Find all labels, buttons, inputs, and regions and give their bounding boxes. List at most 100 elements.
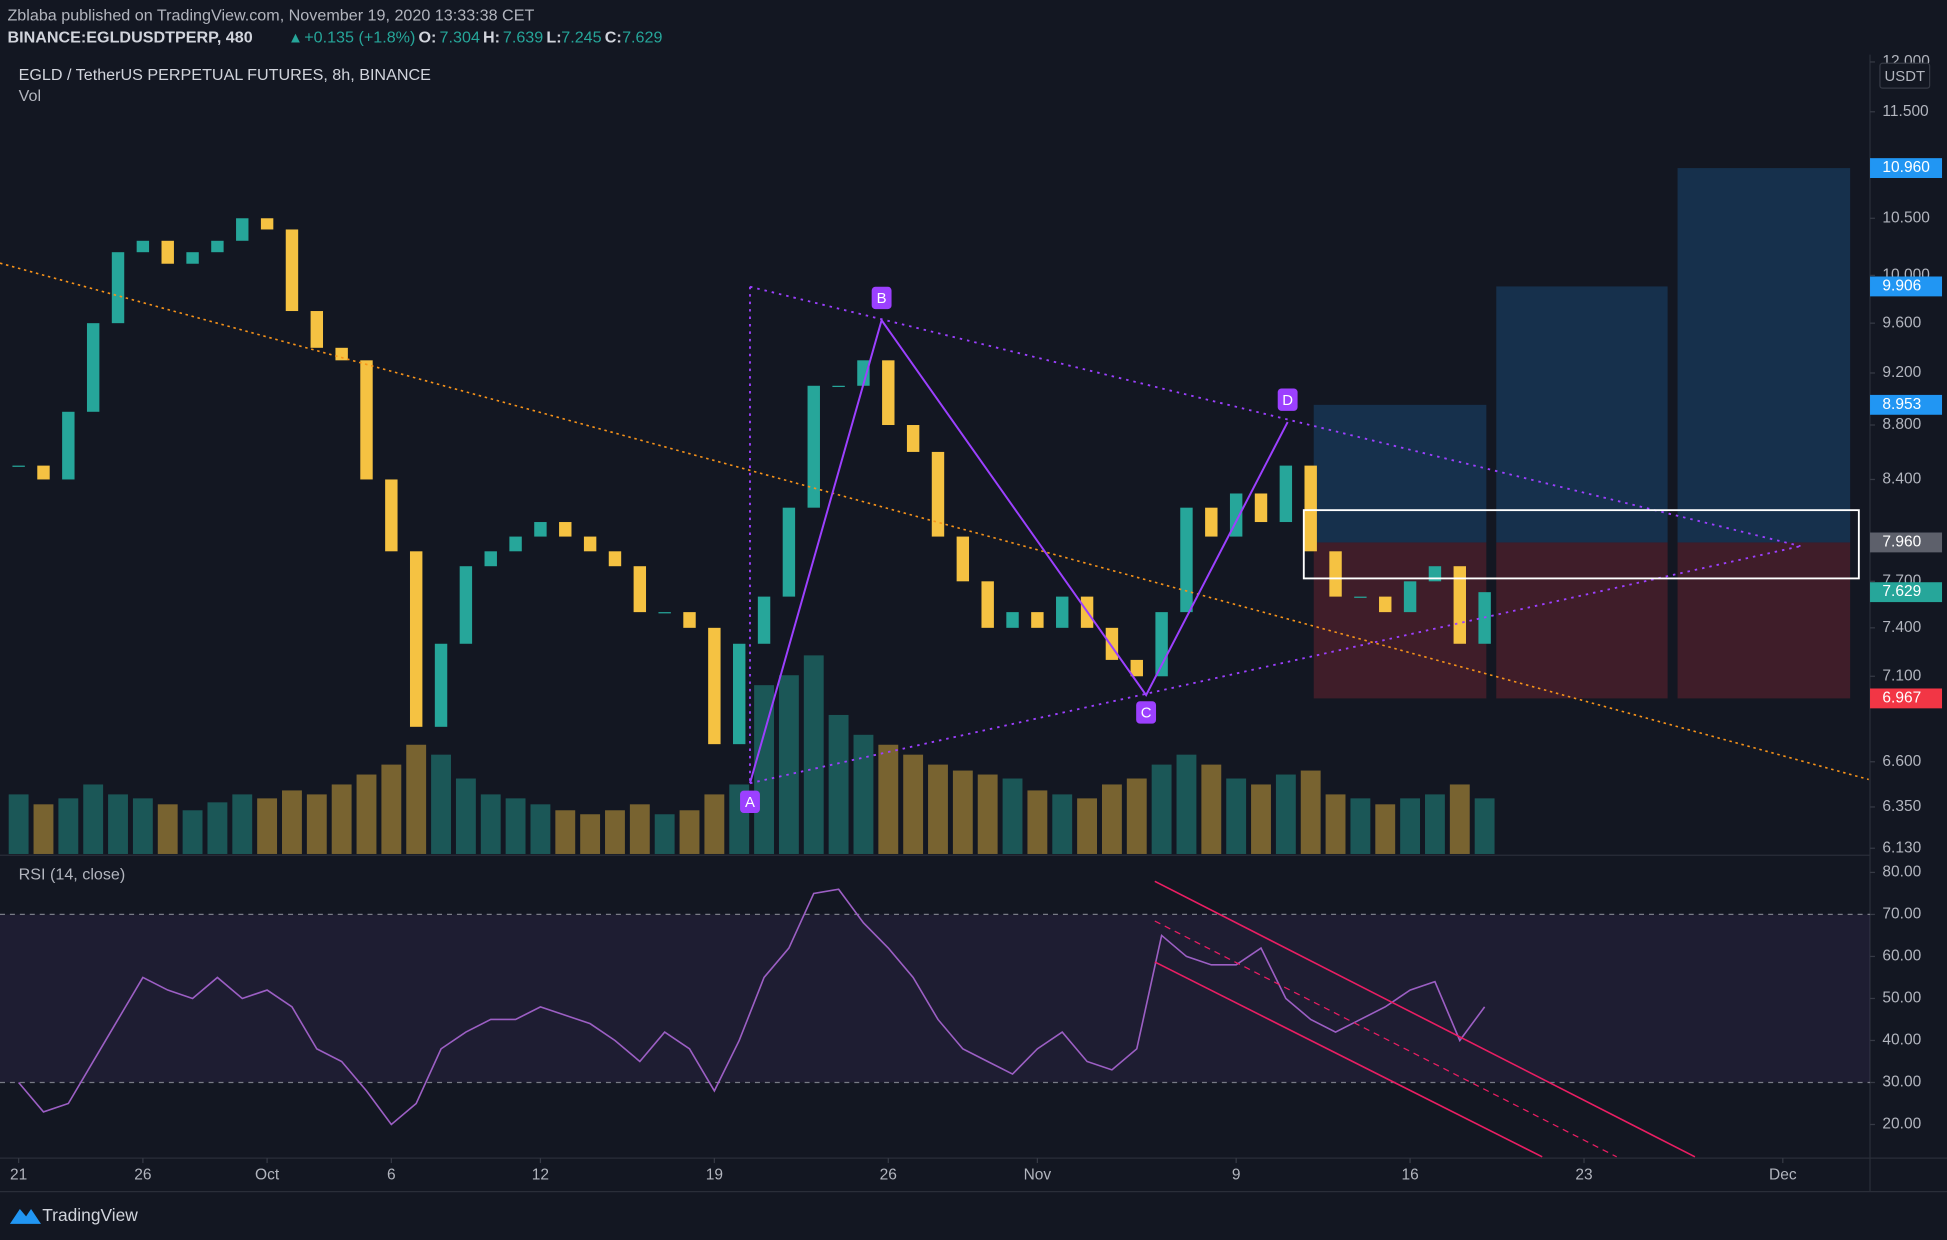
volume-bar — [431, 754, 451, 854]
volume-bar — [853, 734, 874, 854]
candle — [161, 240, 174, 264]
candle — [236, 218, 249, 241]
volume-bar — [629, 804, 650, 854]
target-zone — [1313, 404, 1487, 543]
channel-line — [1154, 961, 1543, 1158]
volume-bar — [903, 754, 924, 854]
trendline — [0, 262, 1869, 781]
pattern-label: B — [877, 291, 887, 307]
candle — [559, 522, 572, 537]
x-tick-label: 26 — [134, 1167, 151, 1184]
candle — [1105, 627, 1119, 660]
close: 7.629 — [622, 29, 662, 47]
price-label: 9.906 — [1882, 278, 1921, 295]
channel-line — [1154, 880, 1696, 1158]
volume-bar — [406, 744, 427, 854]
volume-bar — [1325, 794, 1346, 854]
volume-bar — [132, 798, 153, 854]
candle — [683, 612, 696, 628]
volume-bar — [58, 798, 79, 854]
rsi-tick-label: 70.00 — [1882, 906, 1921, 923]
candle — [285, 229, 299, 312]
rsi-tick-label: 80.00 — [1882, 864, 1921, 881]
price-label-bg — [1870, 532, 1943, 553]
candle — [583, 536, 597, 552]
candle — [1304, 465, 1317, 552]
x-tick-label: 21 — [10, 1167, 27, 1184]
volume-bar — [1375, 804, 1396, 854]
candle — [186, 252, 199, 264]
volume-bar — [1226, 778, 1247, 854]
low-label: L: — [546, 29, 561, 47]
low: 7.245 — [561, 29, 601, 47]
candle — [111, 252, 125, 324]
volume-bar — [654, 814, 675, 854]
volume-bar — [928, 764, 948, 854]
price-label-bg — [1870, 394, 1943, 415]
high: 7.639 — [503, 29, 543, 47]
x-tick-label: 19 — [706, 1167, 723, 1184]
target-zone — [1677, 168, 1851, 543]
open: 7.304 — [440, 29, 480, 47]
x-tick-label: 12 — [532, 1167, 549, 1184]
volume-bar — [605, 810, 625, 854]
candle — [1279, 465, 1293, 523]
volume-bar — [207, 802, 228, 854]
y-tick-label: 9.200 — [1882, 364, 1921, 381]
candle — [956, 536, 970, 582]
trendline — [749, 545, 1801, 785]
y-tick-label: 7.400 — [1882, 619, 1921, 636]
volume-bar — [1101, 784, 1122, 854]
volume-bar — [1077, 798, 1098, 854]
candle — [633, 566, 647, 613]
chart-title: EGLD / TetherUS PERPETUAL FUTURES, 8h, B… — [19, 66, 432, 84]
candle — [857, 360, 870, 386]
symbol: BINANCE:EGLDUSDTPERP, 480 — [7, 29, 252, 47]
candle — [1254, 493, 1268, 523]
candle — [807, 385, 820, 508]
volume-bar — [157, 804, 178, 854]
volume-bar — [1126, 778, 1147, 854]
x-tick-label: Nov — [1024, 1167, 1052, 1184]
volume-bar — [1425, 794, 1445, 854]
candle — [1354, 596, 1367, 598]
volume-bar — [952, 770, 973, 854]
volume-bar — [1350, 798, 1371, 854]
volume-bar — [1027, 790, 1048, 854]
candle — [136, 240, 150, 253]
candle — [409, 551, 423, 727]
volume-bar — [8, 794, 29, 854]
pattern-badge — [871, 286, 892, 310]
volume-bar — [1201, 764, 1222, 854]
candle — [757, 596, 771, 644]
volume-bar — [182, 810, 203, 854]
pattern-badge — [740, 790, 760, 814]
candle — [509, 536, 522, 552]
candle — [1403, 581, 1417, 613]
volume-bar — [33, 804, 54, 854]
candle — [708, 627, 721, 745]
pattern-badge — [1136, 701, 1157, 724]
candle — [434, 643, 448, 727]
y-tick-label: 7.100 — [1882, 667, 1921, 684]
currency-box — [1879, 62, 1931, 89]
volume-bar — [1052, 794, 1073, 854]
volume-bar — [455, 778, 476, 854]
candle — [608, 551, 622, 567]
volume-bar — [679, 810, 700, 854]
candles — [12, 218, 1491, 745]
rsi-tick-label: 50.00 — [1882, 990, 1921, 1007]
candle — [12, 465, 25, 467]
candle — [1056, 596, 1069, 628]
currency: USDT — [1885, 69, 1926, 85]
x-tick-label: Dec — [1769, 1167, 1797, 1184]
candle — [658, 612, 671, 614]
volume-bar — [977, 774, 998, 854]
volume-bar — [1474, 798, 1495, 854]
volume-bar — [803, 655, 824, 854]
candle — [782, 507, 796, 597]
volume-bar — [505, 798, 526, 854]
volume-bar — [778, 675, 799, 854]
publisher: Zblaba published on TradingView.com, Nov… — [7, 6, 534, 24]
